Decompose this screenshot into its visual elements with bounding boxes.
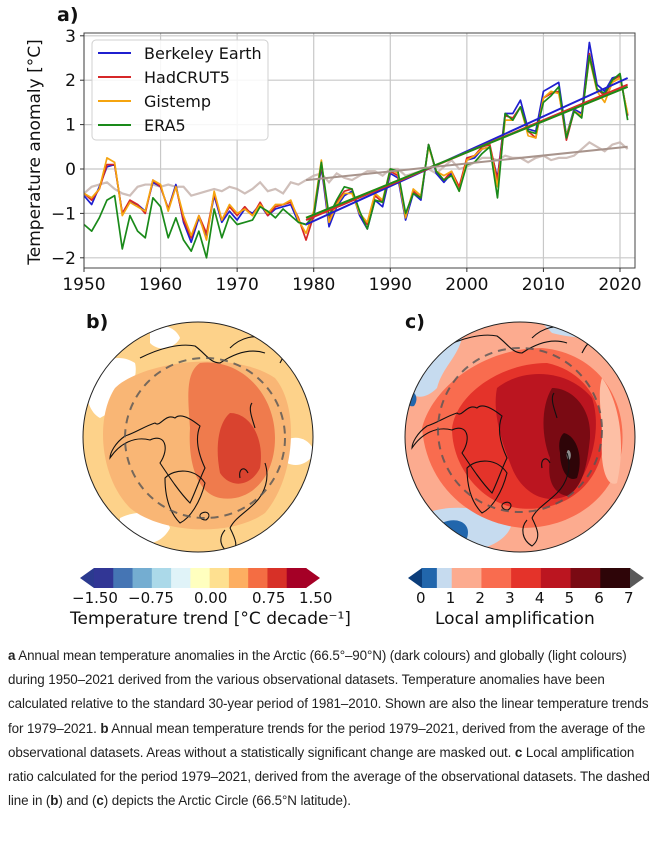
colorbar-segment (451, 568, 482, 588)
colorbar-tick-label: 0.00 (194, 589, 228, 607)
colorbar-extend-low (408, 568, 422, 588)
x-tick-label: 1990 (369, 275, 412, 295)
panel-a-label: a) (57, 4, 79, 26)
colorbar-segment (422, 568, 438, 588)
map-boundary (404, 321, 636, 553)
panel-c-label: c) (405, 311, 425, 333)
trend-colorbar-title: Temperature trend [°C decade⁻¹] (70, 609, 351, 629)
colorbar-tick-label: 0.75 (252, 589, 286, 607)
colorbar-tick-label: −0.75 (128, 589, 174, 607)
trend-line (305, 145, 628, 182)
trend-line (305, 77, 629, 226)
trend-colorbar (80, 568, 320, 588)
colorbar-segment (436, 568, 453, 588)
x-tick-label: 2000 (445, 275, 488, 295)
colorbar-tick-label: 0 (416, 589, 426, 607)
masked-region (150, 325, 180, 349)
y-tick-label: 3 (65, 27, 76, 47)
legend-label: HadCRUT5 (144, 68, 230, 87)
caption-panel-ref: a (8, 648, 16, 663)
panel-a: a) 1950 1960 1970 1980 1990 2000 2010 2020 −2 −1 0… (0, 0, 655, 300)
x-tick-label: 1970 (216, 275, 259, 295)
colorbar-segment (570, 568, 601, 588)
trend-colorbar-ticks: −1.50 −0.75 0.00 0.75 1.50 (72, 589, 332, 609)
colorbar-tick-label: −1.50 (72, 589, 118, 607)
map-boundary (82, 321, 314, 553)
y-tick-label: 1 (65, 116, 76, 136)
caption-text: Annual mean temperature anomalies in the… (8, 648, 649, 736)
arctic-circle-line (124, 357, 286, 519)
anomaly-line-chart: 1950 1960 1970 1980 1990 2000 2010 2020 −2 −1 0 1 2 3… (25, 27, 642, 295)
caption-panel-ref: b (100, 720, 109, 736)
legend: Berkeley Earth HadCRUT5 Gistemp ERA5 (91, 39, 269, 141)
colorbar-segment (132, 568, 153, 588)
panel-b-label: b) (86, 311, 109, 333)
colorbar-segment (481, 568, 512, 588)
trend-map (82, 321, 314, 553)
colorbar-segment (511, 568, 542, 588)
colorbar-tick-label: 5 (564, 589, 575, 607)
colorbar-extend-high (630, 568, 644, 588)
x-tick-label: 2020 (598, 275, 641, 295)
x-tick-label: 1960 (139, 275, 182, 295)
arctic-circle-line (437, 347, 603, 513)
colorbar-tick-label: 2 (475, 589, 485, 607)
colorbar-segment (540, 568, 572, 588)
colorbar-segment (228, 568, 249, 588)
colorbar-segment (171, 568, 191, 588)
x-tick-label: 2010 (522, 275, 565, 295)
colorbar-segment (113, 568, 134, 588)
legend-label: Gistemp (144, 92, 211, 111)
colorbar-segment (209, 568, 230, 588)
legend-label: Berkeley Earth (144, 44, 262, 63)
coastlines (411, 326, 598, 547)
caption-text: ) depicts the Arctic Circle (66.5°N lati… (103, 793, 351, 809)
warming-zone-max (217, 413, 261, 484)
amplification-colorbar-ticks: 0 1 2 3 4 5 6 7 (414, 589, 644, 609)
colorbar-tick-label: 7 (624, 589, 634, 607)
y-tick-label: 0 (65, 160, 76, 180)
plot-frame (83, 32, 636, 269)
y-tick-label: −2 (51, 249, 76, 269)
x-tick-label: 1980 (292, 275, 335, 295)
amplification-map (404, 321, 636, 553)
amplification-light-zone (599, 378, 622, 484)
trend-line (305, 85, 629, 219)
amplification-colorbar (408, 568, 644, 588)
trend-lines (305, 77, 629, 226)
y-tick-label: −1 (51, 204, 76, 224)
caption-panel-ref: b (50, 793, 59, 809)
colorbar-tick-label: 4 (534, 589, 545, 607)
legend-label: ERA5 (144, 116, 186, 135)
colorbar-segment (600, 568, 631, 588)
colorbar-tick-label: 1 (445, 589, 456, 607)
colorbar-segment (151, 568, 172, 588)
caption-text: Local amplification ratio calculated for… (8, 744, 650, 809)
y-axis-label: Temperature anomaly [°C] (25, 39, 45, 265)
colorbar-extend-low (80, 568, 94, 588)
colorbar-segment (190, 568, 211, 588)
caption-text: ) and ( (58, 793, 97, 809)
axis-ticks: 1950 1960 1970 1980 1990 2000 2010 2020 −2 −1 0 1 2 3 (51, 27, 642, 295)
colorbar-tick-label: 1.50 (299, 589, 333, 607)
colorbar-segment (286, 568, 307, 588)
legend-box (91, 39, 269, 141)
caption-panel-ref: c (514, 744, 523, 760)
caption-text: Annual mean temperature trends for the p… (8, 720, 646, 760)
caption-panel-ref: c (96, 793, 104, 809)
amplification-colorbar-title: Local amplification (435, 609, 595, 629)
colorbar-tick-label: 3 (505, 589, 515, 607)
colorbar-segment (267, 568, 288, 588)
x-tick-label: 1950 (62, 275, 105, 295)
panel-b-map (80, 318, 320, 562)
figure-caption: a Annual mean temperature anomalies in t… (8, 644, 653, 813)
coastlines (109, 336, 296, 552)
colorbar-segment (248, 568, 268, 588)
y-tick-label: 2 (65, 71, 76, 91)
panel-c-map (402, 318, 642, 562)
colorbar-tick-label: 6 (594, 589, 604, 607)
colorbar-extend-high (306, 568, 320, 588)
colorbar-segment (94, 568, 114, 588)
